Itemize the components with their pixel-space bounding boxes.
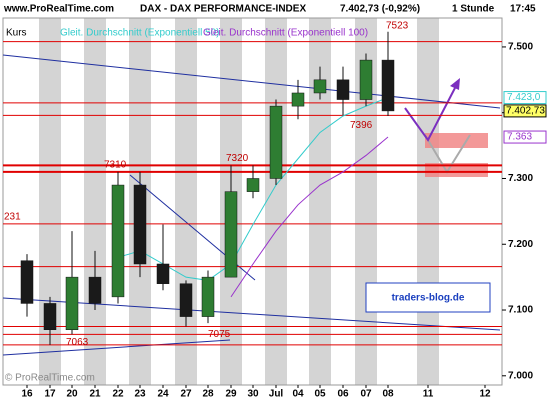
candle-body: [88, 276, 102, 304]
candle-body: [269, 105, 283, 179]
watermark: © ProRealTime.com: [5, 373, 95, 384]
y-tick-label: 7.500: [508, 42, 533, 53]
x-tick-label: 17: [44, 389, 56, 400]
candle-body: [133, 184, 147, 265]
x-tick-label: 29: [225, 389, 237, 400]
brand-box: [365, 282, 491, 313]
forecast-arrow: [404, 85, 457, 142]
brand: traders-blog.de: [392, 293, 465, 304]
x-tick-label: 30: [247, 389, 259, 400]
candle-body: [336, 79, 350, 100]
x-tick-label: 21: [89, 389, 101, 400]
value-tag-label: 7.363: [507, 132, 532, 143]
day-stripe: [39, 18, 61, 385]
value-tag: [503, 130, 547, 144]
day-stripe: [309, 18, 331, 385]
y-tick-label: 7.300: [508, 173, 533, 184]
time: 17:45: [510, 4, 536, 15]
value-tag: [503, 91, 547, 105]
candle-body: [381, 59, 395, 112]
x-tick-label: 05: [314, 389, 326, 400]
x-tick-label: 11: [423, 389, 434, 400]
target-zone: [425, 133, 488, 148]
candle-body: [20, 260, 34, 304]
last-price-label: 7.402,73: [506, 106, 545, 117]
candle-body: [224, 191, 238, 278]
candle-body: [156, 263, 170, 284]
trendline: [2, 54, 501, 109]
x-tick-label: 12: [479, 389, 491, 400]
level-label: 7310: [104, 160, 127, 171]
day-stripe: [265, 18, 287, 385]
last-price-tag: [503, 104, 547, 118]
site: www.ProRealTime.com: [3, 4, 114, 15]
day-stripe: [84, 18, 106, 385]
instrument: DAX - DAX PERFORMANCE-INDEX: [140, 4, 306, 15]
interval: 1 Stunde: [452, 4, 495, 15]
x-tick-label: Jul: [269, 389, 284, 400]
trendline: [2, 297, 501, 331]
x-tick-label: 27: [180, 389, 192, 400]
x-tick-label: 07: [360, 389, 372, 400]
candle-body: [291, 92, 305, 107]
x-tick-label: 22: [112, 389, 124, 400]
x-tick-label: 24: [157, 389, 169, 400]
candle-body: [313, 79, 327, 94]
moving-average: [230, 136, 389, 298]
high-label: 7523: [386, 20, 409, 31]
y-tick-label: 7.100: [508, 305, 533, 316]
target-zone: [425, 163, 488, 177]
legend-label: Gleit. Durchschnitt (Exponentiell 50): [60, 28, 220, 39]
legend-label: Kurs: [6, 28, 27, 39]
legend-label: Gleit. Durchschnitt (Exponentiell 100): [203, 28, 368, 39]
x-tick-label: 28: [202, 389, 214, 400]
level-label: 7063: [66, 337, 89, 348]
x-tick-label: 04: [292, 389, 304, 400]
candle-body: [201, 276, 215, 317]
candle-body: [111, 184, 125, 298]
candle-body: [359, 59, 373, 100]
y-tick-label: 7.200: [508, 239, 533, 250]
value-tag-label: 7.423,0: [507, 92, 541, 103]
y-tick-label: 7.000: [508, 370, 533, 381]
arrow-head: [450, 78, 460, 90]
day-stripe: [417, 18, 439, 385]
x-tick-label: 23: [134, 389, 146, 400]
x-tick-label: 16: [21, 389, 33, 400]
day-stripe: [175, 18, 197, 385]
level-label: 231: [4, 212, 21, 223]
x-tick-label: 08: [382, 389, 394, 400]
level-label: 7320: [226, 153, 249, 164]
x-tick-label: 06: [337, 389, 349, 400]
candle-body: [246, 178, 260, 192]
candle-body: [43, 303, 57, 331]
candle-body: [179, 283, 193, 317]
level-label: 7396: [350, 120, 373, 131]
candle-body: [65, 276, 79, 331]
trendline: [2, 339, 231, 356]
x-tick-label: 20: [66, 389, 78, 400]
quote: 7.402,73 (-0,92%): [340, 4, 420, 15]
